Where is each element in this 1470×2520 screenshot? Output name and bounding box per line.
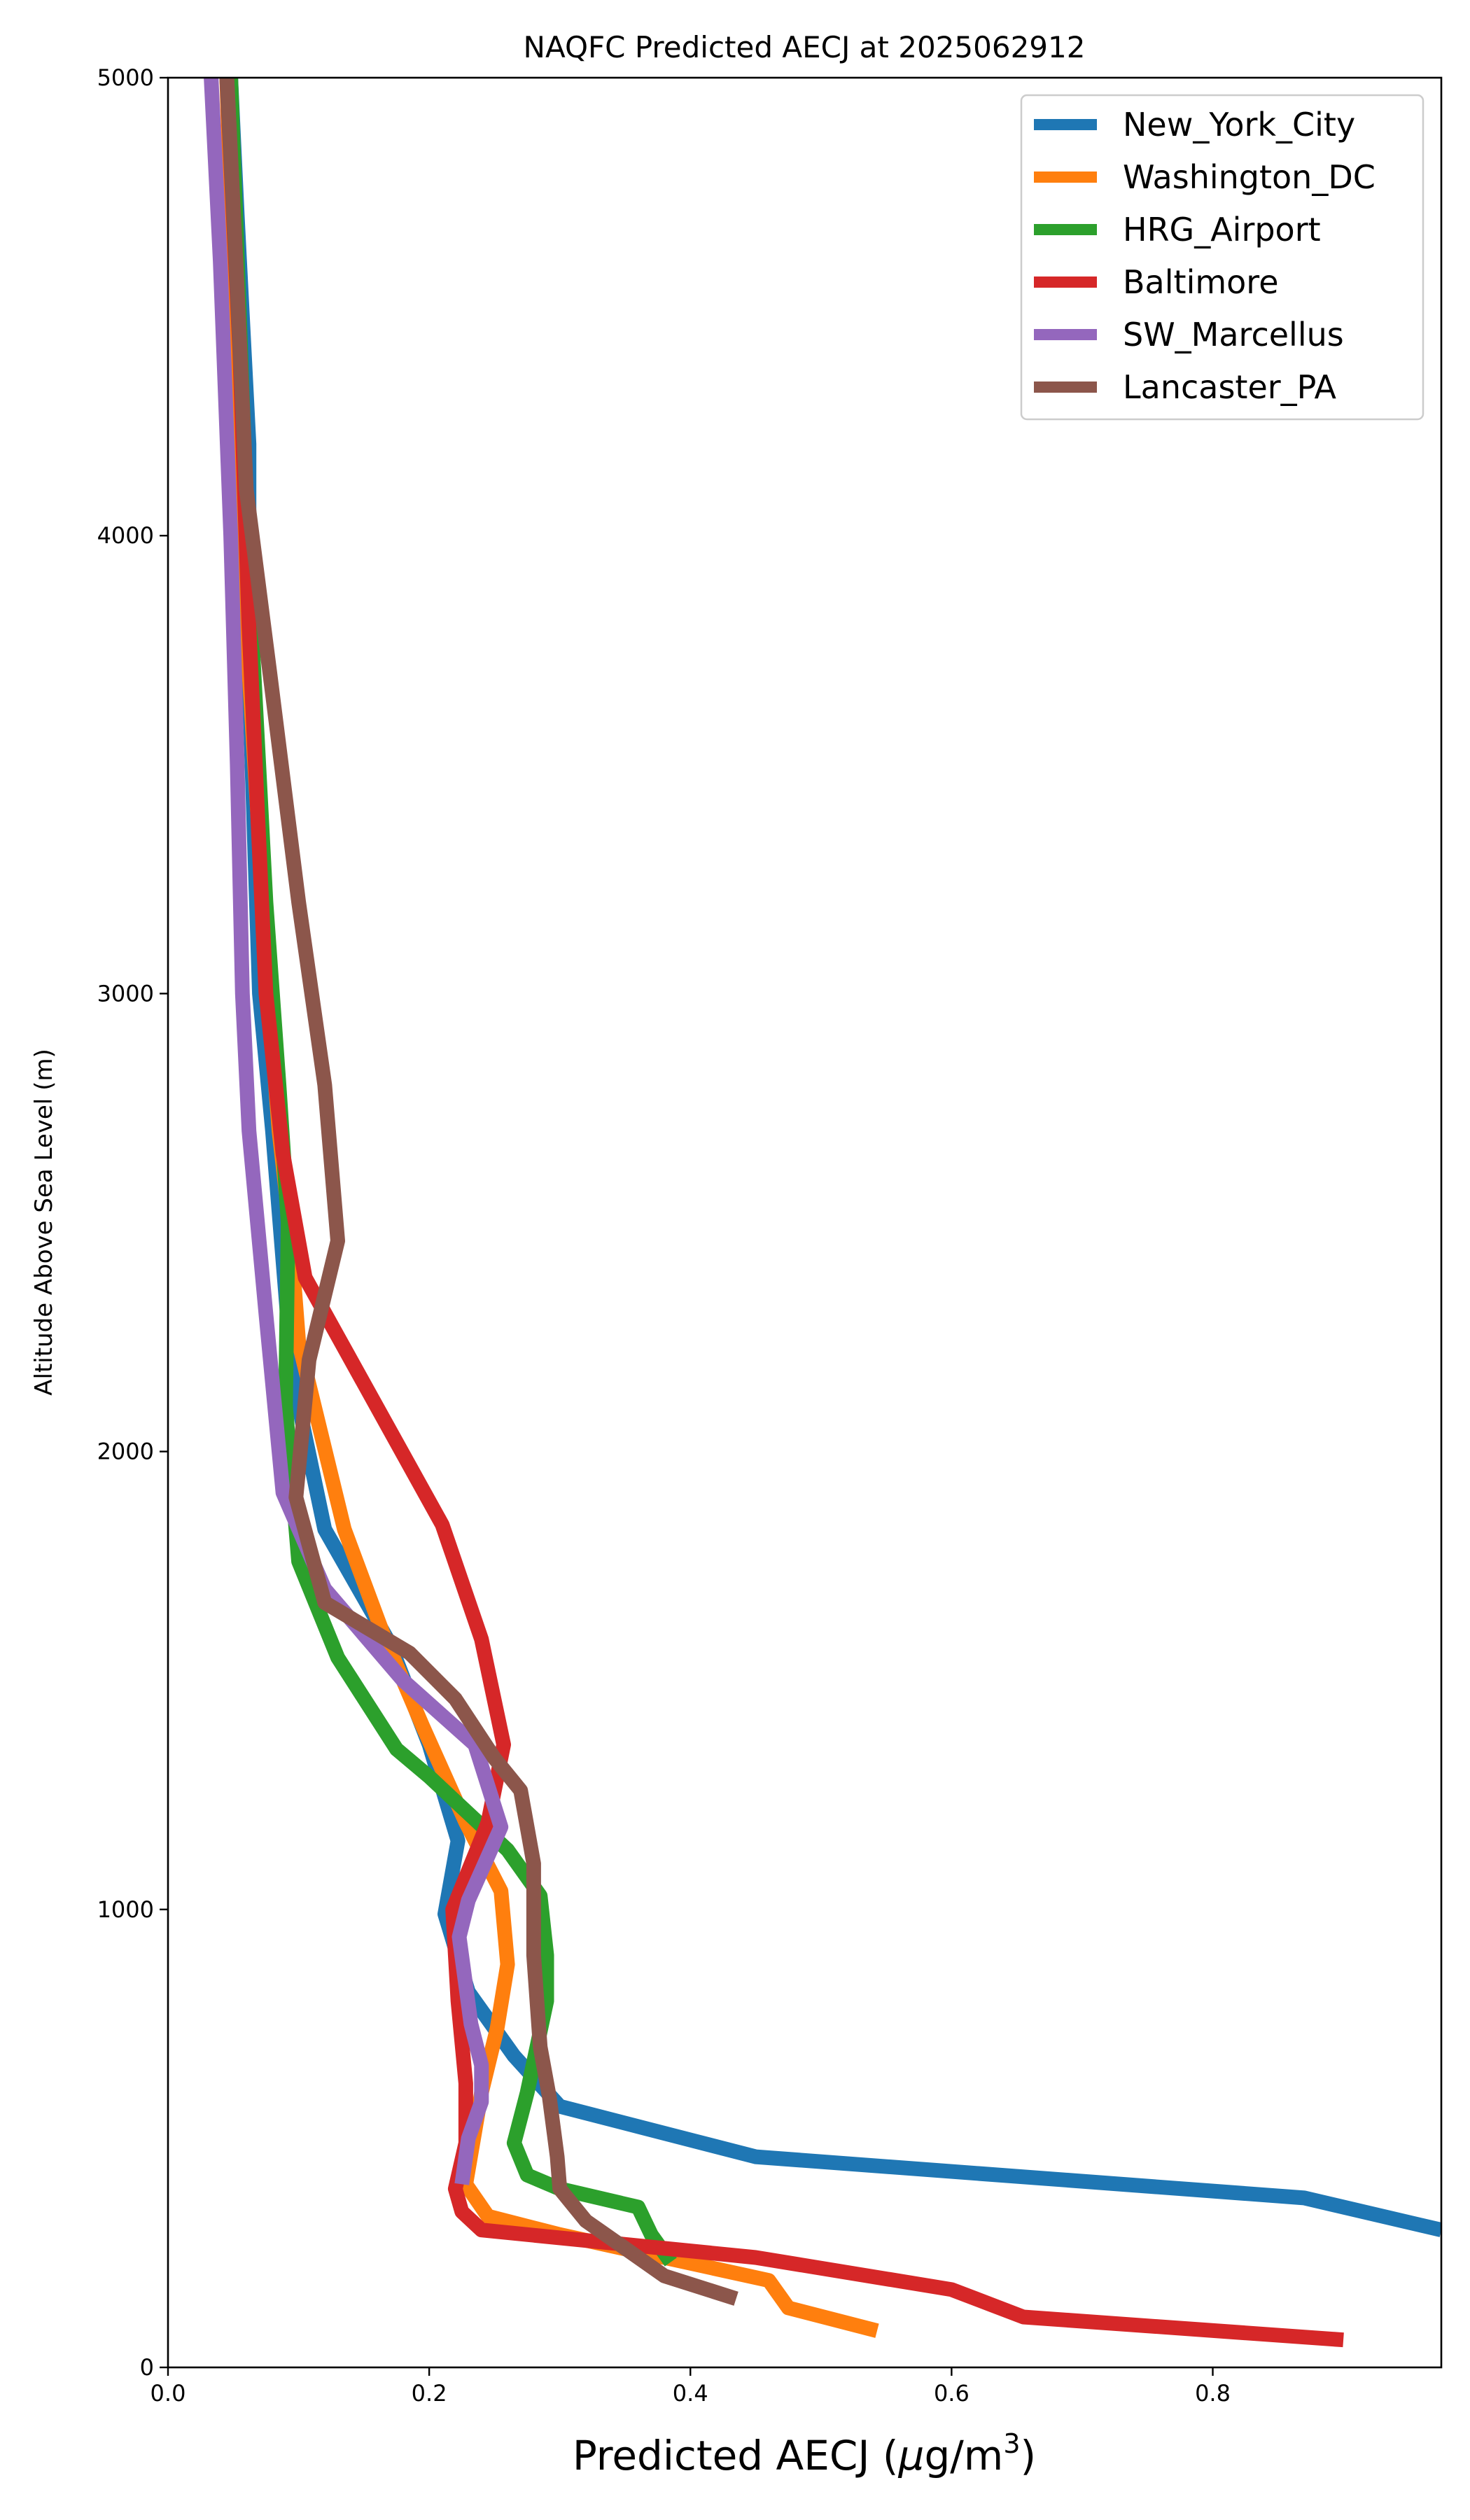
y-axis-label: Altitude Above Sea Level (m) — [30, 1049, 58, 1396]
x-axis-label: Predicted AECJ (μg/m3) — [573, 2428, 1036, 2479]
y-tick-label: 1000 — [97, 1896, 154, 1923]
y-tick-label: 3000 — [97, 980, 154, 1007]
legend: New_York_City Washington_DC HRG_Airport Bal… — [1020, 94, 1424, 421]
y-tick-label: 2000 — [97, 1438, 154, 1465]
legend-label-sw-marcellus: SW_Marcellus — [1123, 316, 1344, 354]
plot-frame — [167, 76, 1443, 2369]
y-tick-label: 5000 — [97, 64, 154, 91]
x-axis-label-exponent: 3 — [1003, 2428, 1020, 2459]
x-axis-label-unit: g/m — [924, 2432, 1003, 2479]
legend-label-hrg-airport: HRG_Airport — [1123, 211, 1321, 248]
series-layer — [204, 78, 1441, 2348]
series-line-sw-marcellus — [204, 78, 509, 2185]
legend-entries: New_York_City Washington_DC HRG_Airport Bal… — [1034, 106, 1376, 406]
series-line-baltimore — [219, 78, 1344, 2348]
legend-label-washington-dc: Washington_DC — [1123, 158, 1376, 196]
x-axis: 0.0 0.2 0.4 0.6 0.8 — [150, 2367, 1231, 2407]
legend-label-new-york-city: New_York_City — [1123, 106, 1355, 144]
x-tick-label: 0.2 — [412, 2380, 447, 2407]
legend-box — [1020, 94, 1424, 421]
legend-label-lancaster-pa: Lancaster_PA — [1123, 368, 1336, 406]
x-axis-label-main: Predicted AECJ ( — [573, 2432, 899, 2479]
x-axis-label-mu: μ — [898, 2432, 925, 2479]
y-axis: 0 1000 2000 3000 4000 5000 — [97, 64, 168, 2381]
x-tick-label: 0.0 — [150, 2380, 186, 2407]
y-tick-label: 4000 — [97, 522, 154, 549]
chart-title: NAQFC Predicted AECJ at 2025062912 — [524, 30, 1086, 64]
legend-label-baltimore: Baltimore — [1123, 263, 1279, 301]
series-line-lancaster-pa — [219, 78, 738, 2306]
x-tick-label: 0.8 — [1195, 2380, 1231, 2407]
x-tick-label: 0.6 — [934, 2380, 969, 2407]
y-tick-label: 0 — [140, 2354, 154, 2381]
x-axis-label-close: ) — [1021, 2432, 1037, 2479]
x-tick-label: 0.4 — [673, 2380, 708, 2407]
